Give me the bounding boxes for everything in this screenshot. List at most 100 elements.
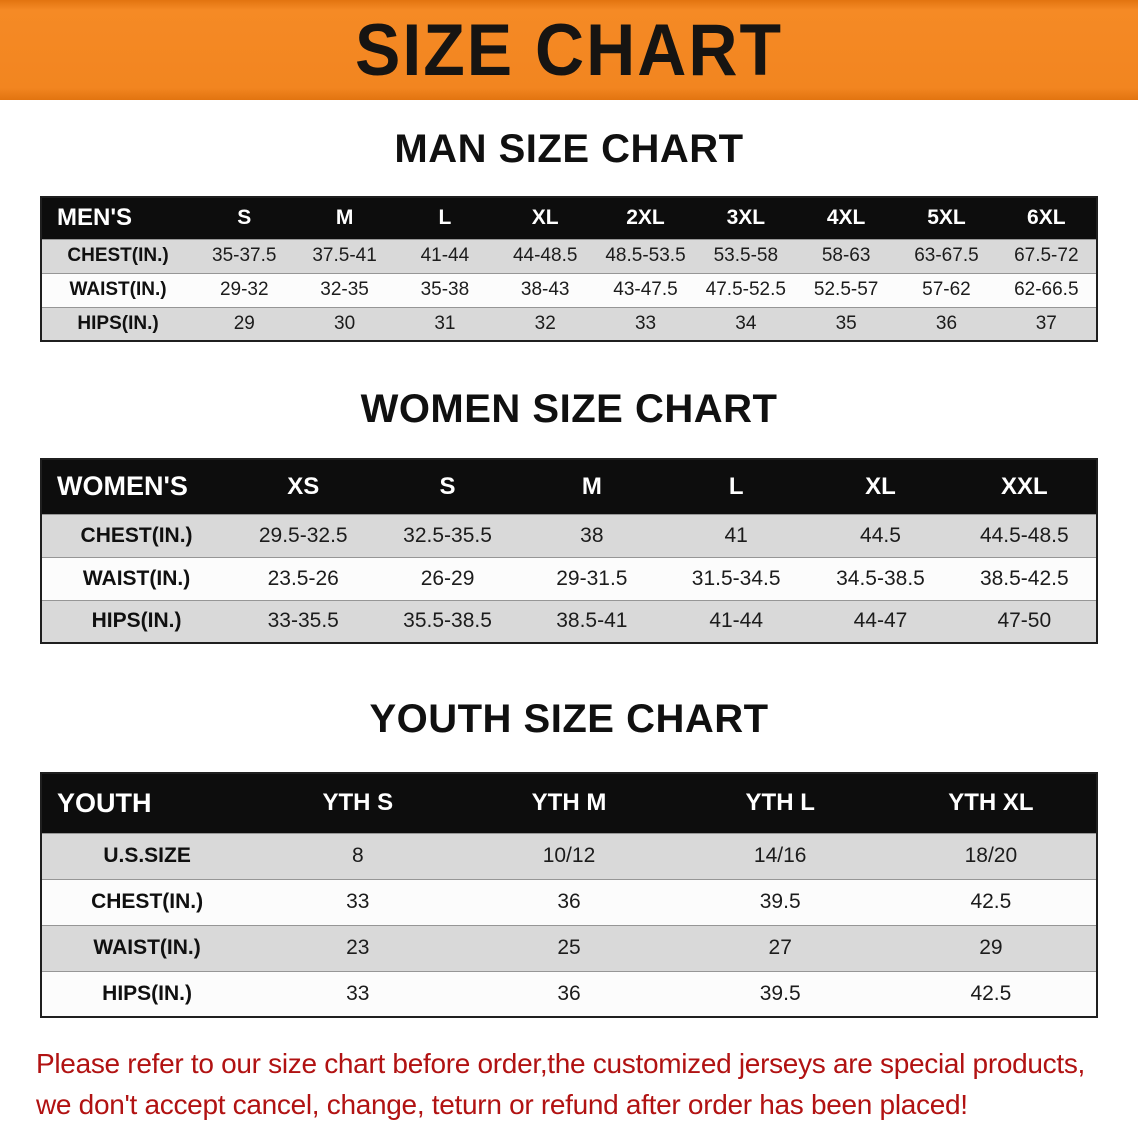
size-value-cell: 38.5-41 [519, 599, 665, 643]
size-value-cell: 58-63 [795, 238, 897, 273]
table-row: WAIST(IN.) 23.5-26 26-29 29-31.5 31.5-34.5 34… [41, 556, 1097, 600]
youth-size-table: YOUTH YTH S YTH M YTH L YTH XL U.S.SIZE 8 10/12… [40, 772, 1098, 1018]
table-title-cell: MEN'S [41, 197, 195, 239]
banner-title: SIZE CHART [355, 8, 783, 92]
size-value-cell: 44-48.5 [495, 238, 596, 273]
size-value-cell: 10/12 [463, 832, 675, 879]
size-value-cell: 35.5-38.5 [375, 599, 520, 643]
size-column-header: XS [231, 459, 376, 514]
size-value-cell: 25 [463, 924, 675, 971]
size-value-cell: 48.5-53.5 [595, 238, 696, 273]
size-column-header: YTH S [252, 773, 464, 833]
size-value-cell: 36 [463, 878, 675, 925]
youth-size-section: YOUTH SIZE CHART YOUTH YTH S YTH M YTH L YTH… [0, 696, 1138, 1018]
table-title-cell: YOUTH [41, 773, 253, 833]
size-value-cell: 36 [463, 970, 675, 1017]
size-value-cell: 44.5-48.5 [952, 513, 1097, 557]
youth-size-heading: YOUTH SIZE CHART [369, 697, 769, 741]
size-value-cell: 29.5-32.5 [231, 513, 376, 557]
table-row: HIPS(IN.) 33-35.5 35.5-38.5 38.5-41 41-44 44-… [41, 599, 1097, 643]
size-column-header: L [394, 197, 496, 239]
table-header-row: YOUTH YTH S YTH M YTH L YTH XL [41, 773, 1097, 833]
size-column-header: M [294, 197, 395, 239]
size-value-cell: 35 [795, 306, 897, 341]
size-value-cell: 32 [495, 306, 596, 341]
disclaimer-line-1: Please refer to our size chart before or… [36, 1048, 1086, 1079]
size-charts: MAN SIZE CHART MEN'S S M L XL 2XL 3XL 4XL 5XL 6XL… [0, 126, 1138, 1018]
size-value-cell: 47-50 [952, 599, 1097, 643]
size-value-cell: 30 [294, 306, 395, 341]
table-title-cell: WOMEN'S [41, 459, 232, 514]
size-value-cell: 37 [996, 306, 1097, 341]
size-value-cell: 63-67.5 [896, 238, 997, 273]
row-label-cell: HIPS(IN.) [41, 306, 195, 341]
size-column-header: M [519, 459, 665, 514]
women-size-heading: WOMEN SIZE CHART [360, 387, 778, 431]
size-value-cell: 38-43 [495, 272, 596, 307]
table-header-row: WOMEN'S XS S M L XL XXL [41, 459, 1097, 514]
size-value-cell: 32.5-35.5 [375, 513, 520, 557]
table-row: CHEST(IN.) 35-37.5 37.5-41 41-44 44-48.5 48.5… [41, 238, 1097, 273]
size-value-cell: 18/20 [885, 832, 1097, 879]
table-row: CHEST(IN.) 33 36 39.5 42.5 [41, 878, 1097, 925]
size-value-cell: 29-32 [194, 272, 295, 307]
size-column-header: L [664, 459, 809, 514]
size-column-header: S [375, 459, 520, 514]
size-value-cell: 34 [695, 306, 796, 341]
size-value-cell: 39.5 [674, 970, 886, 1017]
size-value-cell: 47.5-52.5 [695, 272, 796, 307]
size-value-cell: 31 [394, 306, 496, 341]
size-value-cell: 41 [664, 513, 809, 557]
size-value-cell: 67.5-72 [996, 238, 1097, 273]
row-label-cell: HIPS(IN.) [41, 599, 232, 643]
size-column-header: YTH L [674, 773, 886, 833]
size-column-header: 5XL [896, 197, 997, 239]
size-value-cell: 41-44 [394, 238, 496, 273]
table-row: WAIST(IN.) 29-32 32-35 35-38 38-43 43-47.5 47.… [41, 272, 1097, 307]
size-chart-banner: SIZE CHART [0, 0, 1138, 100]
size-value-cell: 38.5-42.5 [952, 556, 1097, 600]
row-label-cell: WAIST(IN.) [41, 272, 195, 307]
size-column-header: YTH M [463, 773, 675, 833]
size-value-cell: 43-47.5 [595, 272, 696, 307]
table-row: HIPS(IN.) 29 30 31 32 33 34 35 36 37 [41, 306, 1097, 341]
size-value-cell: 44.5 [808, 513, 953, 557]
size-value-cell: 23.5-26 [231, 556, 376, 600]
table-row: CHEST(IN.) 29.5-32.5 32.5-35.5 38 41 44.5 44.5… [41, 513, 1097, 557]
row-label-cell: CHEST(IN.) [41, 878, 253, 925]
size-column-header: 6XL [996, 197, 1097, 239]
size-value-cell: 57-62 [896, 272, 997, 307]
size-value-cell: 39.5 [674, 878, 886, 925]
size-value-cell: 32-35 [294, 272, 395, 307]
row-label-cell: U.S.SIZE [41, 832, 253, 879]
table-header-row: MEN'S S M L XL 2XL 3XL 4XL 5XL 6XL [41, 197, 1097, 239]
size-column-header: 4XL [795, 197, 897, 239]
row-label-cell: WAIST(IN.) [41, 924, 253, 971]
size-value-cell: 33 [252, 878, 464, 925]
size-column-header: XL [495, 197, 596, 239]
man-size-heading: MAN SIZE CHART [394, 127, 744, 171]
size-column-header: YTH XL [885, 773, 1097, 833]
row-label-cell: HIPS(IN.) [41, 970, 253, 1017]
size-column-header: XXL [952, 459, 1097, 514]
size-value-cell: 23 [252, 924, 464, 971]
table-row: WAIST(IN.) 23 25 27 29 [41, 924, 1097, 971]
row-label-cell: WAIST(IN.) [41, 556, 232, 600]
disclaimer: Please refer to our size chart before or… [0, 1044, 1138, 1139]
size-value-cell: 8 [252, 832, 464, 879]
size-value-cell: 14/16 [674, 832, 886, 879]
size-value-cell: 35-38 [394, 272, 496, 307]
size-value-cell: 33-35.5 [231, 599, 376, 643]
size-value-cell: 31.5-34.5 [664, 556, 809, 600]
size-column-header: 3XL [695, 197, 796, 239]
size-column-header: XL [808, 459, 953, 514]
size-value-cell: 36 [896, 306, 997, 341]
size-value-cell: 37.5-41 [294, 238, 395, 273]
size-value-cell: 35-37.5 [194, 238, 295, 273]
size-value-cell: 53.5-58 [695, 238, 796, 273]
size-column-header: 2XL [595, 197, 696, 239]
women-size-section: WOMEN SIZE CHART WOMEN'S XS S M L XL XXL CHEST(… [0, 386, 1138, 644]
row-label-cell: CHEST(IN.) [41, 238, 195, 273]
size-value-cell: 41-44 [664, 599, 809, 643]
size-value-cell: 42.5 [885, 970, 1097, 1017]
